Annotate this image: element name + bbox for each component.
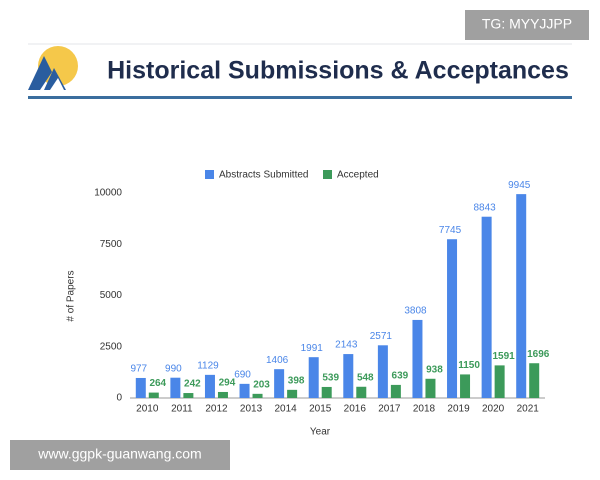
bar (390, 384, 401, 398)
data-label: 548 (357, 372, 374, 383)
watermark: www.ggpk-guanwang.com (37, 446, 201, 462)
x-tick-label: 2019 (447, 404, 470, 415)
bar (308, 357, 319, 398)
x-tick-label: 2017 (378, 404, 401, 415)
data-label: 294 (219, 378, 236, 389)
bar (170, 377, 181, 398)
data-label: 539 (322, 373, 339, 384)
watermark-box (10, 440, 230, 470)
x-tick-label: 2020 (482, 404, 505, 415)
data-label: 938 (426, 364, 443, 375)
data-label: 3808 (404, 306, 427, 317)
x-tick-label: 2013 (240, 404, 263, 415)
slide-title: Historical Submissions & Acceptances (107, 57, 569, 85)
data-label: 1696 (527, 349, 550, 360)
x-tick-label: 2015 (309, 404, 332, 415)
x-tick-label: 2016 (344, 404, 367, 415)
data-label: 7745 (439, 225, 462, 236)
bar (204, 374, 215, 398)
bar (494, 365, 505, 398)
y-tick-label: 7500 (100, 239, 123, 250)
data-label: 1991 (301, 343, 324, 354)
watermark-box (465, 10, 589, 40)
data-label: 977 (130, 364, 147, 375)
logo (28, 46, 78, 90)
logo-shape (28, 56, 52, 90)
bar (321, 386, 332, 398)
bar (447, 239, 458, 398)
data-label: 9945 (508, 180, 531, 191)
data-label: 2143 (335, 340, 358, 351)
x-tick-label: 2014 (275, 404, 298, 415)
data-label: 242 (184, 379, 201, 390)
y-tick-label: 5000 (100, 290, 123, 301)
data-label: 1406 (266, 355, 289, 366)
bar (516, 194, 527, 398)
bar (183, 393, 194, 398)
x-tick-label: 2011 (171, 404, 193, 415)
bar (274, 369, 285, 398)
data-label: 203 (253, 379, 270, 390)
bar (287, 389, 298, 398)
bar (481, 216, 492, 398)
x-axis-label: Year (310, 427, 331, 438)
data-label: 990 (165, 363, 182, 374)
y-tick-label: 2500 (100, 341, 123, 352)
data-label: 8843 (474, 202, 497, 213)
x-tick-label: 2012 (205, 404, 228, 415)
bar (148, 392, 159, 398)
legend-label: Accepted (337, 170, 379, 181)
data-label: 690 (234, 369, 251, 380)
bar (252, 393, 263, 398)
bar (217, 391, 228, 398)
bar (377, 345, 388, 398)
title-rule (28, 96, 572, 99)
x-tick-label: 2010 (136, 404, 159, 415)
data-label: 264 (149, 378, 166, 389)
bar (529, 363, 540, 398)
bar (239, 383, 250, 398)
bar (460, 374, 471, 398)
bar (356, 386, 367, 398)
bar (412, 319, 423, 398)
data-label: 1150 (458, 360, 480, 371)
bar (425, 378, 436, 398)
x-tick-label: 2021 (517, 404, 540, 415)
data-label: 1129 (197, 360, 219, 371)
legend-swatch (323, 170, 332, 179)
legend-swatch (205, 170, 214, 179)
x-tick-label: 2018 (413, 404, 436, 415)
data-label: 398 (288, 375, 305, 386)
bar (135, 377, 146, 398)
y-tick-label: 10000 (94, 188, 122, 199)
data-label: 639 (392, 371, 409, 382)
data-label: 2571 (370, 331, 393, 342)
legend-label: Abstracts Submitted (219, 170, 308, 181)
y-tick-label: 0 (116, 393, 122, 404)
y-axis-label: # of Papers (66, 270, 77, 321)
watermark: TG: MYYJJPP (482, 16, 572, 32)
logo-shape (50, 78, 64, 90)
bar (343, 354, 354, 398)
data-label: 1591 (493, 351, 516, 362)
